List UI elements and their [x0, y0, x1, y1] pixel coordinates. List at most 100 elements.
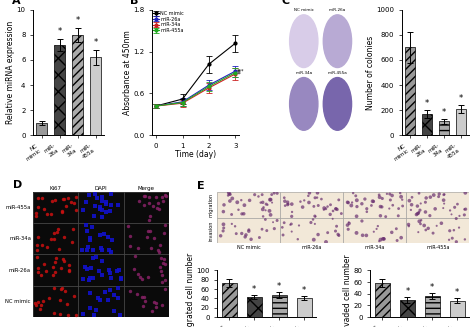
Point — [335, 233, 343, 238]
Point — [69, 227, 77, 232]
Point — [51, 198, 58, 203]
Point — [241, 234, 249, 240]
Point — [50, 236, 58, 242]
Point — [33, 214, 40, 219]
Point — [219, 228, 227, 233]
Point — [368, 203, 375, 208]
Point — [301, 198, 308, 203]
Point — [65, 268, 73, 274]
Point — [146, 228, 154, 233]
Point — [332, 206, 340, 211]
Text: miR-455a: miR-455a — [6, 205, 31, 210]
Point — [159, 261, 166, 266]
Point — [83, 247, 91, 252]
Text: miR-34a: miR-34a — [365, 245, 385, 250]
Point — [414, 211, 421, 216]
Point — [130, 267, 138, 272]
Point — [388, 193, 396, 198]
Point — [260, 205, 267, 210]
Text: D: D — [13, 180, 22, 190]
Point — [322, 239, 330, 245]
Point — [358, 218, 366, 224]
Point — [161, 287, 169, 292]
Point — [50, 310, 58, 316]
Point — [87, 291, 94, 296]
Point — [332, 206, 339, 212]
Point — [117, 276, 124, 281]
Y-axis label: Migrated cell number: Migrated cell number — [186, 253, 195, 327]
Point — [107, 276, 115, 281]
Point — [267, 197, 274, 202]
Point — [155, 207, 163, 212]
Point — [217, 233, 225, 238]
Point — [162, 222, 169, 228]
Bar — [400, 300, 415, 317]
Point — [146, 213, 154, 218]
Point — [34, 300, 42, 305]
Point — [49, 272, 56, 277]
Point — [413, 212, 420, 217]
Point — [56, 312, 64, 317]
Point — [163, 193, 170, 198]
Text: *: * — [430, 283, 435, 292]
Point — [58, 209, 65, 214]
Point — [140, 202, 148, 208]
Bar — [55, 45, 65, 135]
Text: DAPI: DAPI — [95, 186, 108, 191]
Point — [79, 207, 87, 213]
Point — [392, 226, 400, 232]
Point — [91, 191, 99, 196]
Point — [135, 272, 142, 277]
Bar — [456, 109, 466, 135]
Point — [238, 231, 246, 236]
Point — [405, 223, 412, 229]
Point — [91, 203, 99, 209]
Point — [416, 208, 424, 213]
Point — [48, 198, 56, 204]
Point — [97, 232, 104, 238]
Point — [107, 191, 115, 196]
Point — [313, 195, 321, 200]
Point — [54, 226, 61, 232]
Point — [251, 192, 258, 197]
Text: miR-34a: miR-34a — [295, 71, 312, 75]
Point — [238, 211, 246, 216]
Point — [345, 227, 352, 232]
Point — [417, 201, 425, 206]
X-axis label: Time (day): Time (day) — [175, 150, 216, 159]
Point — [43, 245, 51, 250]
Point — [89, 248, 97, 253]
Bar — [343, 217, 406, 243]
Bar — [33, 254, 78, 286]
Point — [37, 272, 45, 277]
Bar — [91, 58, 101, 135]
Point — [137, 274, 144, 279]
Point — [67, 199, 74, 205]
Text: A: A — [12, 0, 20, 6]
Point — [72, 313, 80, 318]
Text: ***: *** — [237, 69, 244, 74]
Point — [445, 237, 453, 242]
Point — [80, 277, 87, 282]
Point — [237, 198, 245, 203]
Point — [110, 308, 118, 314]
Point — [408, 202, 415, 207]
Point — [329, 208, 337, 214]
Point — [96, 206, 103, 212]
Point — [84, 244, 91, 249]
Point — [107, 250, 115, 255]
Point — [82, 199, 90, 205]
Point — [430, 192, 438, 198]
Point — [140, 294, 148, 300]
Point — [268, 192, 275, 197]
Point — [153, 194, 160, 199]
Point — [395, 206, 402, 211]
Point — [240, 211, 247, 216]
Point — [399, 203, 406, 209]
Point — [363, 209, 371, 215]
Point — [415, 191, 423, 196]
Text: *: * — [425, 99, 429, 108]
Point — [269, 220, 277, 225]
Point — [145, 194, 153, 199]
Point — [259, 214, 267, 219]
